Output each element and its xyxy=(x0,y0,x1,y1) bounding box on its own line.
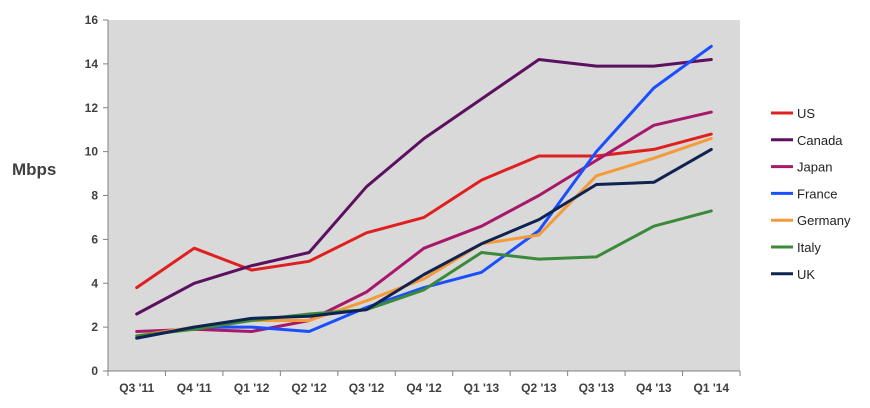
series-line-france xyxy=(135,44,713,340)
x-tick-label: Q4 '12 xyxy=(406,381,442,395)
plot-area xyxy=(108,20,740,371)
series-line-canada xyxy=(135,58,713,316)
y-tick-label: 12 xyxy=(85,101,99,115)
y-tick-label: 8 xyxy=(91,189,98,203)
legend-label: Japan xyxy=(797,160,832,175)
x-tick-label: Q3 '12 xyxy=(349,381,385,395)
x-tick-label: Q2 '13 xyxy=(521,381,557,395)
y-tick-label: 14 xyxy=(85,57,99,71)
x-tick-label: Q3 '13 xyxy=(579,381,615,395)
series-lines xyxy=(135,44,713,340)
legend: US Canada Japan France Germany Italy UK xyxy=(771,106,851,282)
y-tick-label: 2 xyxy=(91,320,98,334)
y-tick-label: 6 xyxy=(91,232,98,246)
x-tick-label: Q1 '13 xyxy=(464,381,500,395)
legend-label: Canada xyxy=(797,133,843,148)
x-tick-label: Q1 '14 xyxy=(693,381,729,395)
x-tick-label: Q4 '13 xyxy=(636,381,672,395)
legend-label: Germany xyxy=(797,213,851,228)
series-line-japan xyxy=(135,110,713,333)
x-tick-label: Q3 '11 xyxy=(119,381,154,395)
y-axis-label: Mbps xyxy=(12,160,56,179)
legend-label: Italy xyxy=(797,240,821,255)
y-tick-label: 0 xyxy=(91,364,98,378)
legend-label: France xyxy=(797,186,837,201)
y-tick-label: 16 xyxy=(85,13,99,27)
x-axis: Q3 '11 Q4 '11 Q1 '12 Q2 '12 Q3 '12 Q4 '12 Q1 '… xyxy=(107,370,741,395)
series-line-uk xyxy=(135,147,713,340)
series-line-us xyxy=(135,132,713,290)
y-tick-label: 10 xyxy=(85,145,99,159)
x-tick-label: Q2 '12 xyxy=(291,381,327,395)
y-tick-label: 4 xyxy=(91,276,98,290)
x-tick-label: Q1 '12 xyxy=(234,381,270,395)
legend-label: US xyxy=(797,106,815,121)
y-axis: 0 2 4 6 8 10 12 14 16 xyxy=(85,13,109,378)
legend-label: UK xyxy=(797,267,815,282)
x-tick-label: Q4 '11 xyxy=(177,381,212,395)
series-line-italy xyxy=(135,209,713,338)
